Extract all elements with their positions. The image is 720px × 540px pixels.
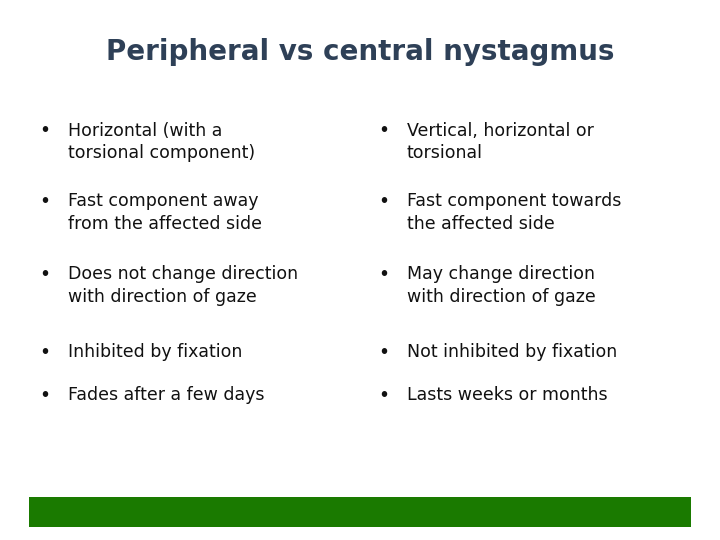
Text: •: •	[378, 343, 389, 362]
Text: •: •	[378, 122, 389, 140]
Text: Fast component away
from the affected side: Fast component away from the affected si…	[68, 192, 262, 233]
Text: Does not change direction
with direction of gaze: Does not change direction with direction…	[68, 265, 299, 306]
Text: •: •	[40, 192, 50, 211]
Text: Not inhibited by fixation: Not inhibited by fixation	[407, 343, 617, 361]
Text: •: •	[40, 122, 50, 140]
Text: •: •	[40, 386, 50, 405]
Text: Fades after a few days: Fades after a few days	[68, 386, 265, 404]
Text: Lasts weeks or months: Lasts weeks or months	[407, 386, 608, 404]
Text: •: •	[40, 265, 50, 284]
Text: •: •	[40, 343, 50, 362]
Text: Fast component towards
the affected side: Fast component towards the affected side	[407, 192, 621, 233]
Text: Peripheral vs central nystagmus: Peripheral vs central nystagmus	[106, 38, 614, 66]
Text: Inhibited by fixation: Inhibited by fixation	[68, 343, 243, 361]
Text: •: •	[378, 386, 389, 405]
Text: Vertical, horizontal or
torsional: Vertical, horizontal or torsional	[407, 122, 594, 163]
Text: May change direction
with direction of gaze: May change direction with direction of g…	[407, 265, 595, 306]
FancyBboxPatch shape	[29, 497, 691, 526]
Text: •: •	[378, 192, 389, 211]
Text: Horizontal (with a
torsional component): Horizontal (with a torsional component)	[68, 122, 256, 163]
Text: •: •	[378, 265, 389, 284]
